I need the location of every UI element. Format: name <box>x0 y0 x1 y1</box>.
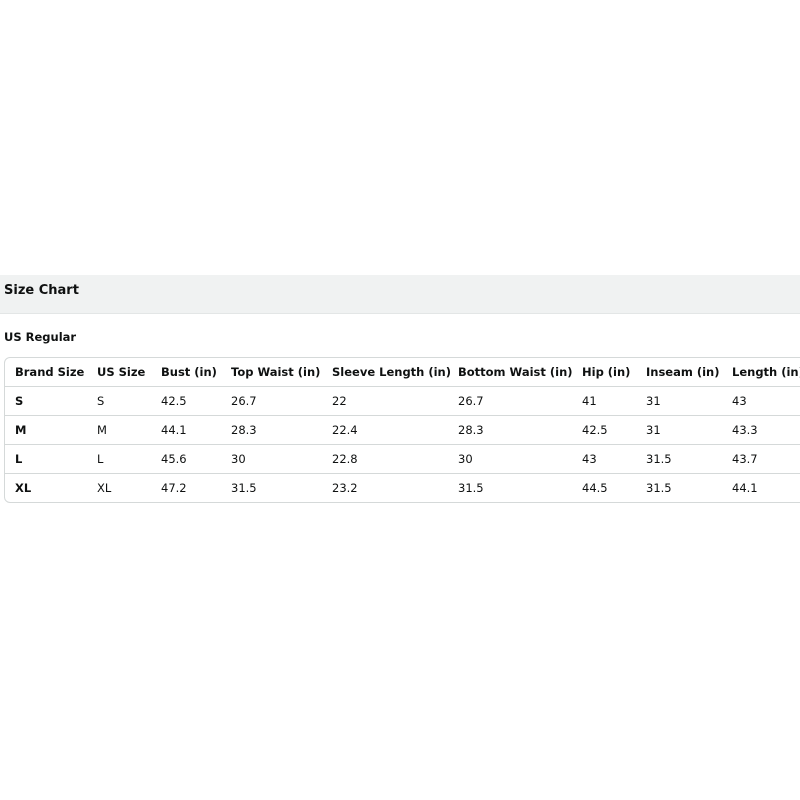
table-cell: XL <box>97 481 112 495</box>
table-cell: 22 <box>322 386 448 416</box>
column-header: Length (in) <box>722 358 800 387</box>
column-header: Sleeve Length (in) <box>322 358 451 387</box>
column-header: Brand Size <box>5 358 87 387</box>
size-table: Brand Size US Size Bust (in) Top Waist (in)… <box>5 358 800 502</box>
table-cell: 31.5 <box>458 481 484 495</box>
column-header: Bust (in) <box>151 358 221 387</box>
table-row: S S 42.5 26.7 22 26.7 41 31 43 <box>5 386 800 416</box>
table-cell: 43.3 <box>722 415 800 445</box>
page-title: Size Chart <box>4 283 79 298</box>
brand-size-cell: M <box>5 415 87 445</box>
table-cell: 42.5 <box>151 386 221 416</box>
brand-size-cell: S <box>5 386 87 416</box>
table-row: M M 44.1 28.3 22.4 28.3 42.5 31 43.3 <box>5 415 800 445</box>
table-cell: 22.8 <box>322 444 448 474</box>
table-cell: L <box>87 444 151 474</box>
table-cell: 43.7 <box>722 444 800 474</box>
table-cell: 45.6 <box>151 444 221 474</box>
table-cell: 28.3 <box>221 415 322 445</box>
column-header: Top Waist (in) <box>221 358 322 387</box>
table-cell: 22.4 <box>322 415 448 445</box>
column-header: Bottom Waist (in) <box>448 358 573 387</box>
brand-size-cell: L <box>5 444 87 474</box>
table-cell: 31 <box>636 415 722 445</box>
table-cell: 28.3 <box>448 415 572 445</box>
table-cell: 41 <box>572 386 636 416</box>
table-header-row: Brand Size US Size Bust (in) Top Waist (in)… <box>5 358 800 387</box>
table-cell: 31.5 <box>636 444 722 474</box>
table-cell: 44.1 <box>732 481 758 495</box>
table-cell: M <box>87 415 151 445</box>
size-chart-header: Size Chart <box>0 275 800 314</box>
section-title: US Regular <box>4 330 77 344</box>
table-cell: 44.5 <box>582 481 608 495</box>
size-table-container: Brand Size US Size Bust (in) Top Waist (in)… <box>4 357 800 503</box>
table-cell: 42.5 <box>572 415 636 445</box>
table-cell: 26.7 <box>221 386 322 416</box>
column-header: Hip (in) <box>572 358 636 387</box>
table-cell: 44.1 <box>151 415 221 445</box>
table-cell: 26.7 <box>448 386 572 416</box>
table-cell: 31 <box>636 386 722 416</box>
table-cell: 43 <box>722 386 800 416</box>
table-cell: 31.5 <box>646 481 672 495</box>
table-cell: 30 <box>221 444 322 474</box>
table-cell: S <box>87 386 151 416</box>
column-header: US Size <box>87 358 151 387</box>
table-cell: 31.5 <box>231 481 257 495</box>
table-row: XL XL 47.2 31.5 23.2 31.5 44.5 31.5 44.1 <box>5 474 800 503</box>
column-header: Inseam (in) <box>636 358 722 387</box>
brand-size-cell: XL <box>15 481 32 495</box>
table-cell: 47.2 <box>161 481 187 495</box>
table-cell: 43 <box>572 444 636 474</box>
table-cell: 30 <box>448 444 572 474</box>
table-cell: 23.2 <box>332 481 358 495</box>
table-row: L L 45.6 30 22.8 30 43 31.5 43.7 <box>5 444 800 474</box>
